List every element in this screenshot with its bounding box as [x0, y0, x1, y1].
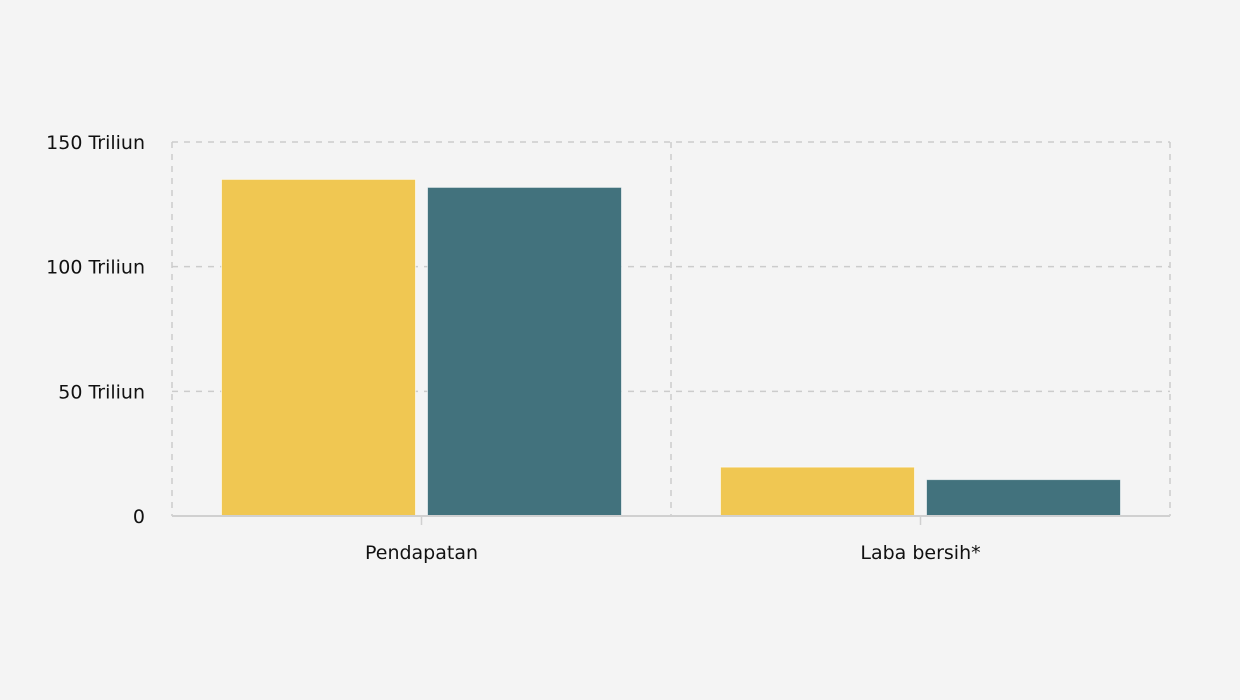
axes [172, 515, 1170, 525]
x-tick-label: Laba bersih* [860, 542, 980, 564]
bar-pendapatan-series-1[interactable] [221, 178, 416, 517]
y-tick-label: 50 Triliun [58, 381, 145, 403]
y-tick-label: 150 Triliun [46, 132, 145, 154]
x-tick-label: Pendapatan [365, 542, 478, 564]
bar-laba-bersih--series-2[interactable] [926, 479, 1121, 517]
y-tick-label: 0 [133, 506, 145, 528]
grid [171, 141, 1171, 516]
bar-pendapatan-series-2[interactable] [427, 186, 622, 517]
bars [221, 178, 1121, 517]
labels: 0 50 Triliun 100 Triliun 150 Triliun Pendapa… [46, 132, 980, 564]
bar-laba-bersih--series-1[interactable] [720, 466, 915, 517]
y-tick-label: 100 Triliun [46, 257, 145, 279]
